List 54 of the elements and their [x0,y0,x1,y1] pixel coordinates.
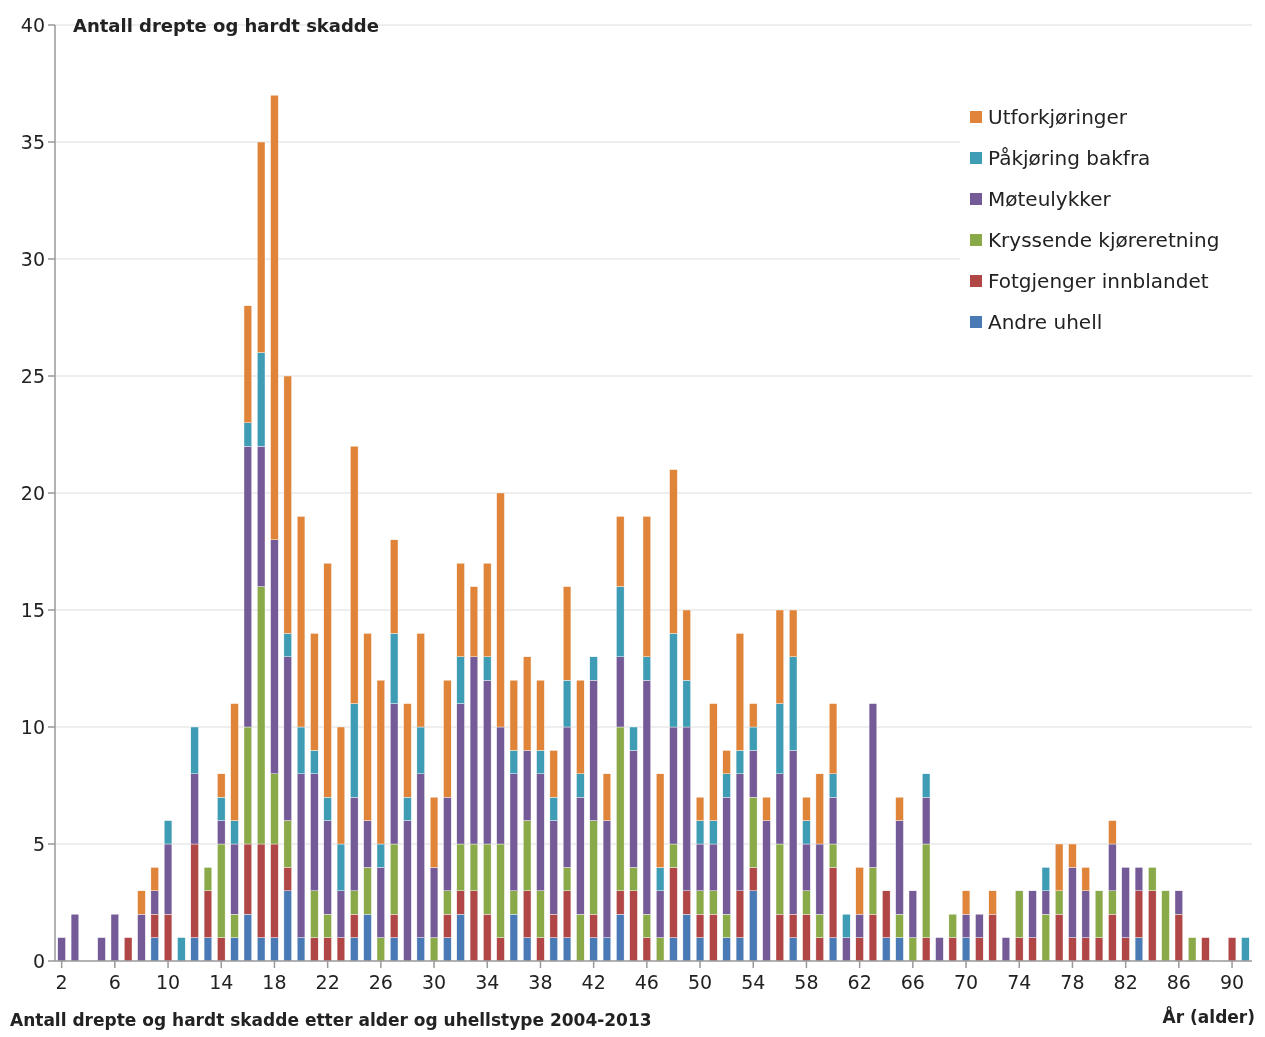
bar [935,937,944,962]
x-tick-label: 78 [1060,971,1085,993]
legend-label: Andre uhell [988,310,1103,334]
x-tick-label: 10 [155,971,181,993]
x-tick-label: 82 [1113,971,1138,993]
x-tick-label: 74 [1007,971,1032,993]
x-tick-label: 50 [687,971,713,993]
x-tick-label: 6 [108,971,121,993]
x-axis-title: År (alder) [1162,1005,1255,1027]
x-tick-label: 86 [1166,971,1191,993]
y-tick-label: 20 [20,481,45,504]
bar [1201,937,1210,962]
y-tick-label: 25 [20,364,45,387]
x-tick-label: 46 [634,971,659,993]
bar [1227,937,1237,962]
x-tick-label: 18 [262,971,287,993]
bar [1001,937,1011,962]
x-tick-label: 14 [209,971,234,993]
x-tick-label: 66 [900,971,925,993]
x-tick-label: 2 [55,971,68,993]
bar [57,937,66,962]
x-tick-label: 62 [847,971,872,993]
x-tick-label: 38 [528,971,553,993]
x-tick-label: 58 [794,971,819,993]
legend-label: Påkjøring bakfra [988,146,1151,170]
x-tick-label: 70 [953,971,979,993]
y-tick-label: 15 [20,598,45,621]
x-tick-label: 90 [1219,971,1245,993]
bar [70,914,80,962]
x-tick-label: 22 [315,971,340,993]
legend-label: Møteulykker [988,187,1112,211]
y-tick-label: 0 [32,949,45,972]
y-tick-label: 35 [20,130,45,153]
bar [97,937,106,962]
legend-label: Fotgjenger innblandet [988,269,1209,293]
y-tick-label: 30 [20,247,45,270]
y-tick-label: 10 [20,715,45,738]
bar [1161,890,1170,962]
bar [177,937,186,962]
x-tick-label: 26 [368,971,393,993]
bar [1241,937,1250,962]
text: Antall drepte og hardt skadde etter alder og uhellstype 2004-2013 [10,1010,652,1030]
x-tick-label: 34 [475,971,500,993]
x-tick-label: 42 [581,971,606,993]
bar [124,937,133,962]
legend-label: Utforkjøringer [988,105,1128,129]
x-tick-label: 54 [741,971,766,993]
y-tick-label: 5 [32,832,45,855]
x-tick-label: 30 [421,971,447,993]
bar [110,914,119,962]
y-tick-label: 40 [20,13,45,36]
legend-label: Kryssende kjøreretning [988,228,1220,252]
y-axis-title: Antall drepte og hardt skadde [73,15,379,36]
bar [1188,937,1197,962]
